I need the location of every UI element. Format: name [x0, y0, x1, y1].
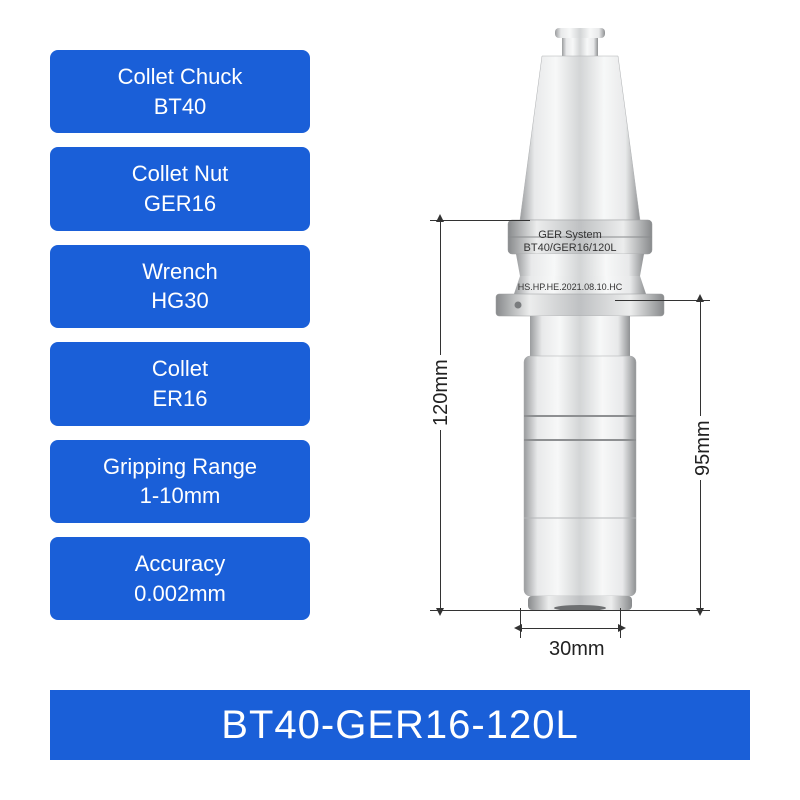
spec-label: Gripping Range — [60, 452, 300, 482]
spec-label: Collet — [60, 354, 300, 384]
dimension-label-30: 30mm — [545, 636, 609, 663]
spec-label: Collet Chuck — [60, 62, 300, 92]
spec-value: 0.002mm — [60, 579, 300, 609]
spec-value: GER16 — [60, 189, 300, 219]
spec-list: Collet Chuck BT40 Collet Nut GER16 Wrenc… — [50, 50, 310, 620]
dimension-label-95: 95mm — [690, 416, 717, 480]
engraving-line: BT40/GER16/120L — [524, 242, 617, 254]
spec-label: Collet Nut — [60, 159, 300, 189]
dimension-label-120: 120mm — [428, 355, 455, 430]
engraving-line: GER System — [538, 229, 602, 241]
spec-value: 1-10mm — [60, 481, 300, 511]
spec-label: Wrench — [60, 257, 300, 287]
collet-chuck-icon — [340, 20, 760, 660]
dimension-line-30 — [520, 628, 620, 629]
spec-wrench: Wrench HG30 — [50, 245, 310, 328]
spec-value: HG30 — [60, 286, 300, 316]
product-title: BT40-GER16-120L — [50, 690, 750, 760]
spec-collet-nut: Collet Nut GER16 — [50, 147, 310, 230]
spec-accuracy: Accuracy 0.002mm — [50, 537, 310, 620]
tool-image — [340, 20, 760, 660]
engraving-serial: HS.HP.HE.2021.08.10.HC — [500, 282, 640, 292]
spec-collet: Collet ER16 — [50, 342, 310, 425]
spec-value: ER16 — [60, 384, 300, 414]
dim-cap — [520, 608, 521, 638]
spec-gripping-range: Gripping Range 1-10mm — [50, 440, 310, 523]
spec-value: BT40 — [60, 92, 300, 122]
dim-cap — [620, 608, 621, 638]
spec-label: Accuracy — [60, 549, 300, 579]
spec-collet-chuck: Collet Chuck BT40 — [50, 50, 310, 133]
dim-cap — [600, 610, 710, 611]
engraving-system: GER System BT40/GER16/120L — [520, 229, 620, 254]
dim-cap — [430, 220, 530, 221]
